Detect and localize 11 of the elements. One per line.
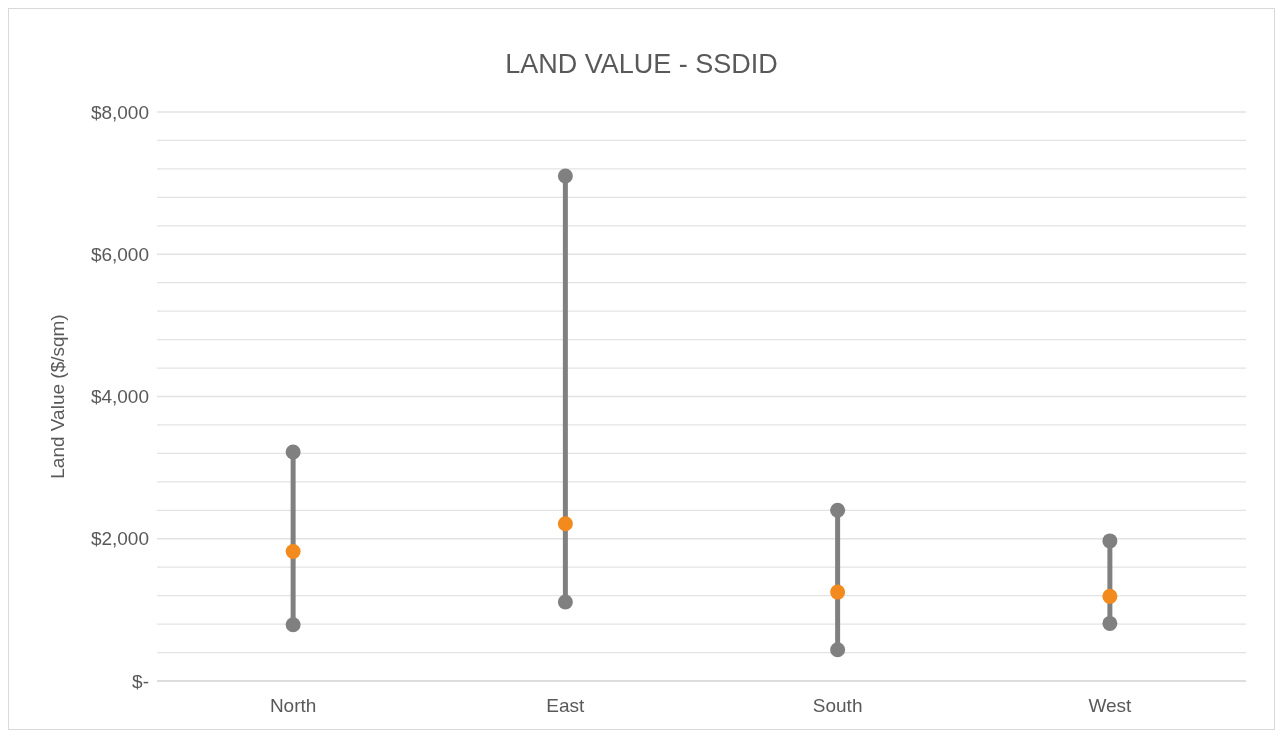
- y-tick-label: $8,000: [90, 101, 149, 123]
- x-tick-label: South: [812, 695, 863, 717]
- y-tick-label: $-: [132, 670, 149, 692]
- x-tick-label: East: [546, 695, 586, 717]
- chart-title: LAND VALUE - SSDID: [504, 49, 779, 80]
- y-tick-label: $4,000: [90, 386, 149, 408]
- x-tick-label: West: [1088, 695, 1133, 717]
- y-tick-label: $2,000: [90, 528, 149, 550]
- y-axis-title: Land Value ($/sqm): [46, 314, 68, 479]
- x-tick-label: North: [269, 695, 317, 717]
- y-tick-label: $6,000: [90, 243, 149, 265]
